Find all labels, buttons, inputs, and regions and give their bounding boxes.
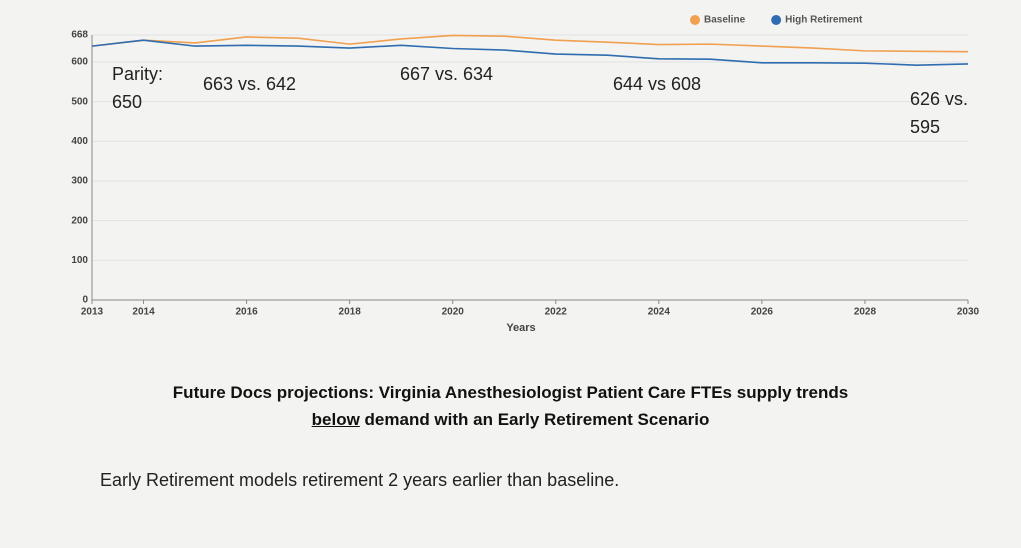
annotation: 663 vs. 642 [203, 74, 296, 94]
x-tick-label: 2026 [751, 307, 774, 318]
x-tick-label: 2014 [132, 307, 155, 318]
series-line [91, 39, 969, 66]
x-tick-label: 2020 [442, 307, 465, 318]
annotation: 644 vs 608 [613, 74, 701, 94]
y-tick-label: 200 [71, 215, 88, 226]
y-tick-label: 668 [71, 30, 88, 41]
y-tick-label: 400 [71, 136, 88, 147]
caption-line1: Future Docs projections: Virginia Anesth… [172, 383, 849, 402]
legend-label: High Retirement [785, 15, 863, 26]
caption-line2: below demand with an Early Retirement Sc… [0, 410, 1021, 430]
caption-rest: demand with an Early Retirement Scenario [359, 410, 710, 429]
caption-underlined: below [311, 410, 360, 429]
y-tick-label: 500 [71, 96, 88, 107]
legend-swatch [771, 15, 782, 25]
x-tick-label: 2016 [235, 307, 258, 318]
x-tick-label: 2030 [957, 307, 980, 318]
chart: Years 0 100 200 300 400 500 600 668 2013 2014 2016… [71, 15, 980, 334]
x-tick-label: 2028 [854, 307, 877, 318]
legend-label: Baseline [704, 15, 746, 26]
y-tick-label: 300 [71, 176, 88, 187]
annotation: 626 vs. [910, 89, 968, 109]
x-axis-label: Years [506, 322, 535, 334]
note: Early Retirement models retirement 2 yea… [100, 470, 620, 490]
x-tick-label: 2013 [81, 307, 104, 318]
y-tick-label: 0 [82, 295, 88, 306]
annotation: 667 vs. 634 [400, 64, 493, 84]
x-tick-label: 2024 [648, 307, 671, 318]
annotation: Parity: [112, 64, 163, 84]
annotation: 595 [910, 117, 940, 137]
y-tick-label: 600 [71, 57, 88, 68]
y-tick-label: 100 [71, 255, 88, 266]
x-tick-label: 2018 [339, 307, 362, 318]
legend-swatch [690, 15, 700, 25]
annotation: 650 [112, 92, 142, 112]
series-line [91, 34, 969, 53]
x-tick-label: 2022 [545, 307, 568, 318]
